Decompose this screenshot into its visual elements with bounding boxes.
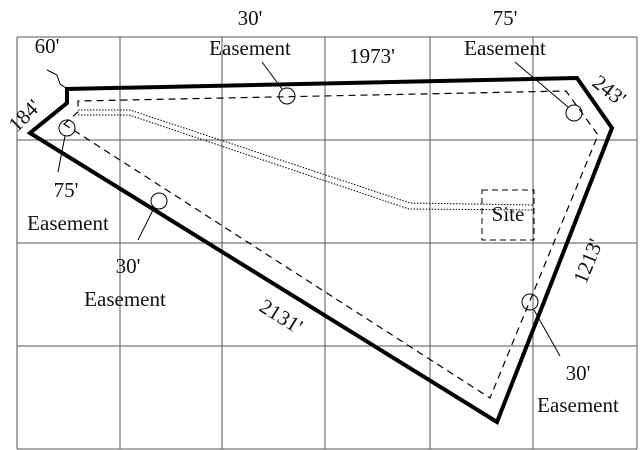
- site-box: [481, 189, 535, 241]
- label: 30': [238, 6, 263, 30]
- label: Easement: [537, 393, 619, 417]
- label: 75': [493, 6, 518, 30]
- label: Site: [492, 202, 525, 226]
- label: 30': [566, 361, 591, 385]
- label: Easement: [27, 211, 109, 235]
- label: Easement: [464, 36, 546, 60]
- labels: 30' Easement 75' Easement 60' 1973' 184'…: [3, 6, 630, 417]
- label: 30': [116, 254, 141, 278]
- label: Easement: [209, 36, 291, 60]
- label: 184': [3, 94, 45, 136]
- easement-line: [62, 90, 599, 399]
- label: 1973': [349, 44, 395, 68]
- grid: [16, 36, 638, 450]
- property-boundary: [26, 75, 615, 425]
- label: 60': [35, 34, 60, 58]
- road: [78, 109, 534, 211]
- label: 75': [54, 178, 79, 202]
- label: Easement: [84, 287, 166, 311]
- easement-markers: [46, 61, 583, 357]
